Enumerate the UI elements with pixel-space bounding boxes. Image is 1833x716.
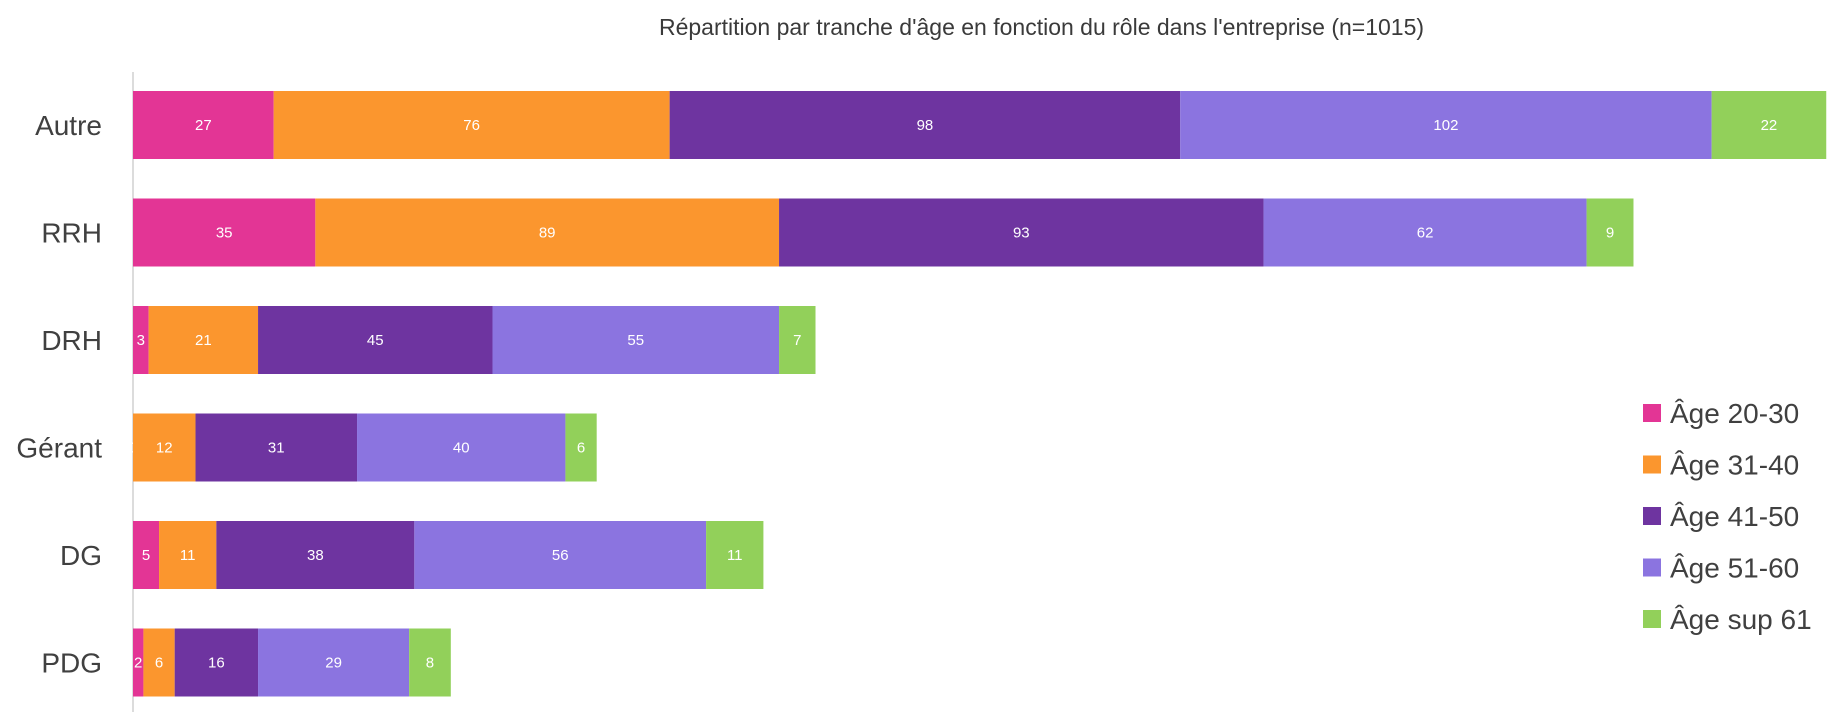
legend-label: Âge sup 61 [1670,604,1812,635]
data-label: 38 [307,547,324,564]
category-label: DRH [41,325,102,356]
bar-segment [779,306,816,374]
bar-segment [357,413,566,482]
category-label: PDG [41,648,102,679]
legend-swatch [1643,404,1661,422]
data-label: 102 [1433,117,1458,134]
data-label: 55 [627,332,644,349]
data-label: 40 [453,440,470,457]
bar-segment [669,91,1181,159]
bar-segment [315,198,780,267]
category-label: Autre [35,110,102,141]
bar-segment [133,91,274,159]
bar-segment [258,306,493,374]
data-label: 9 [1606,225,1614,242]
data-label: 21 [195,332,212,349]
bar-segment [133,521,160,589]
bar-segment [216,521,415,589]
legend-swatch [1643,558,1661,577]
bar-segment [492,306,780,374]
bar-segment [1180,91,1712,159]
data-label: 6 [155,655,163,672]
data-label: 27 [195,117,212,134]
data-label: 6 [577,440,585,457]
bar-segment [1263,198,1587,267]
data-label: 16 [208,655,225,672]
bar-segment [133,628,144,697]
legend-label: Âge 31-40 [1670,450,1799,481]
legend-swatch [1643,507,1661,525]
bar-segment [409,628,451,697]
bar-segment [1711,91,1827,159]
bars-layer: 2776981022235899362932145557012314065113… [129,91,1827,697]
category-label: RRH [41,218,102,249]
data-label: 89 [539,225,556,242]
data-label: 8 [426,655,434,672]
legend-label: Âge 41-50 [1670,501,1799,532]
legend-swatch [1643,610,1661,628]
bar-segment [414,521,707,589]
legend-label: Âge 51-60 [1670,553,1799,584]
data-label: 22 [1761,117,1778,134]
bar-segment [195,413,358,482]
data-label: 3 [137,332,145,349]
legend: Âge 20-30 Âge 31-40 Âge 41-50 Âge 51-60 Âge … [1643,398,1812,635]
data-label: 11 [180,547,196,564]
legend-label: Âge 20-30 [1670,398,1799,429]
data-label: 93 [1013,225,1030,242]
category-labels: Autre RRH DRH Gérant DG PDG [16,110,102,679]
data-label: 11 [727,547,743,564]
bar-segment [174,628,259,697]
data-label: 12 [156,440,173,457]
bar-segment [159,521,217,589]
data-label: 98 [917,117,934,134]
bar-segment [133,306,149,374]
data-label: 45 [367,332,384,349]
bar-segment [273,91,670,159]
bar-segment [148,306,259,374]
data-label: 56 [552,547,569,564]
data-label: 29 [325,655,342,672]
bar-segment [133,198,316,267]
data-label: 62 [1417,225,1434,242]
category-label: Gérant [16,433,102,464]
category-label: DG [60,540,102,571]
data-label: 5 [142,547,150,564]
data-label: 35 [216,225,233,242]
bar-segment [1586,198,1634,267]
bar-segment [143,628,175,697]
data-label: 31 [268,440,285,457]
bar-segment [133,413,196,482]
bar-segment [779,198,1264,267]
bar-segment [706,521,764,589]
data-label: 2 [134,655,142,672]
bar-segment [565,413,597,482]
legend-swatch [1643,455,1661,474]
bar-segment [258,628,410,697]
chart-title: Répartition par tranche d'âge en fonctio… [658,14,1425,40]
data-label: 7 [793,332,801,349]
data-label: 76 [463,117,480,134]
